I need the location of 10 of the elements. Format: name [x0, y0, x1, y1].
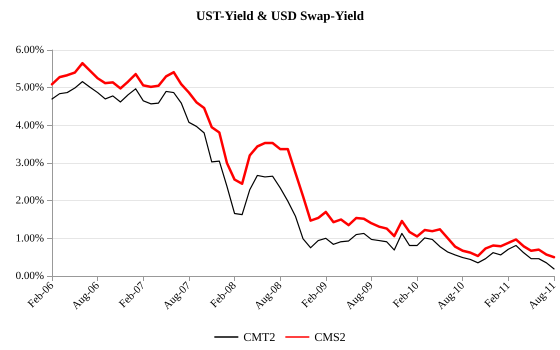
- legend-label: CMT2: [243, 330, 276, 344]
- y-tick-label: 6.00%: [16, 44, 44, 56]
- y-tick-label: 4.00%: [16, 119, 44, 132]
- y-tick-label: 2.00%: [16, 194, 44, 207]
- chart-title: UST-Yield & USD Swap-Yield: [196, 8, 365, 23]
- y-tick-label: 1.00%: [16, 232, 44, 244]
- legend-label: CMS2: [314, 330, 346, 344]
- y-tick-label: 5.00%: [16, 82, 44, 94]
- y-tick-label: 0.00%: [16, 270, 44, 282]
- y-tick-label: 3.00%: [16, 157, 44, 169]
